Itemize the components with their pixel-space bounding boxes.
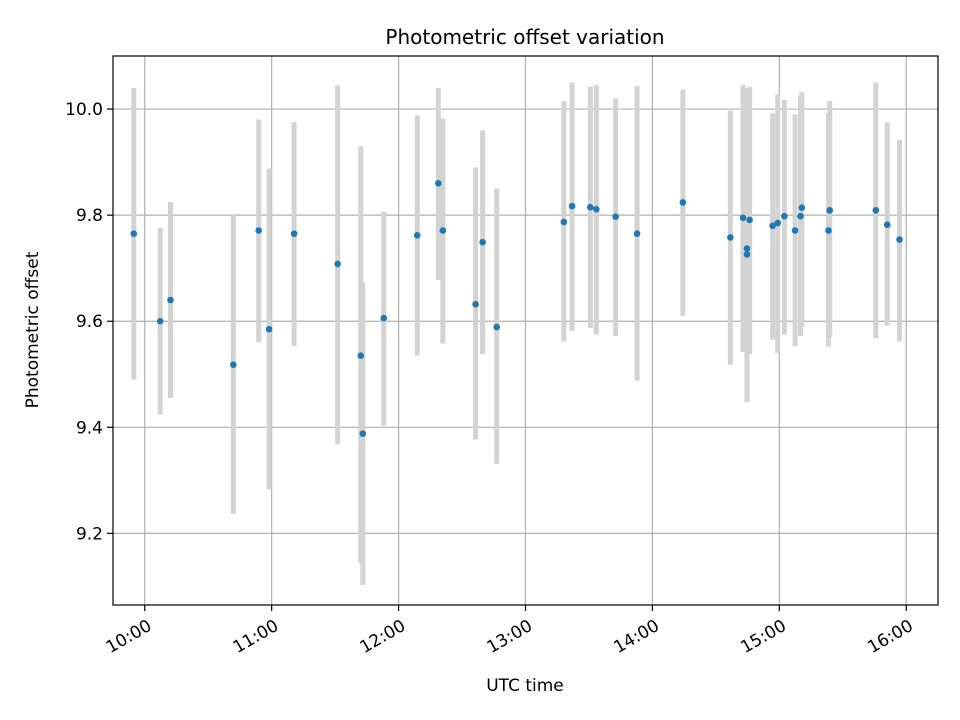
x-tick-label: 12:00	[357, 616, 409, 658]
x-tick-label: 11:00	[230, 616, 282, 658]
data-point	[380, 314, 388, 322]
x-tick-label: 16:00	[864, 616, 916, 658]
data-point	[290, 230, 298, 237]
data-point	[739, 214, 747, 222]
data-point	[439, 227, 447, 234]
error-bars	[131, 82, 903, 585]
data-point	[896, 236, 903, 243]
data-point	[774, 219, 781, 227]
data-point	[334, 260, 341, 268]
data-point	[769, 222, 776, 230]
data-point	[568, 202, 576, 210]
y-tick-label: 9.8	[76, 206, 103, 226]
data-point	[727, 234, 734, 241]
y-tick-label: 10.0	[65, 100, 103, 120]
y-tick-label: 9.6	[76, 312, 103, 332]
data-point	[560, 218, 568, 226]
x-tick-label: 13:00	[484, 616, 536, 658]
data-point	[612, 213, 619, 221]
data-point	[593, 205, 600, 213]
x-tick-label: 14:00	[610, 616, 662, 658]
data-point	[230, 361, 237, 369]
data-point	[255, 227, 263, 234]
data-point	[798, 204, 806, 212]
chart-title: Photometric offset variation	[385, 25, 664, 49]
data-point	[479, 238, 486, 246]
data-point	[872, 207, 880, 214]
data-point	[743, 251, 751, 258]
data-point	[472, 300, 479, 308]
grid	[113, 56, 938, 605]
data-point	[357, 352, 365, 359]
data-point	[791, 227, 799, 234]
y-axis-label: Photometric offset	[23, 251, 43, 408]
data-point	[156, 317, 164, 325]
data-point	[435, 180, 442, 187]
data-point	[679, 199, 687, 206]
y-tick-label: 9.2	[76, 524, 103, 544]
data-point	[130, 230, 138, 237]
data-point	[825, 227, 832, 234]
x-axis-ticks: 10:00 11:00 12:00 13:00 14:00 15:00 16:00	[103, 605, 917, 658]
data-point	[265, 325, 273, 333]
data-point	[826, 207, 834, 214]
data-point	[746, 216, 753, 224]
y-tick-label: 9.4	[76, 418, 103, 438]
data-points	[130, 180, 903, 437]
data-point	[167, 296, 174, 304]
x-tick-label: 10:00	[103, 616, 155, 658]
data-point	[781, 212, 788, 220]
data-point	[797, 212, 804, 220]
data-point	[587, 203, 594, 211]
data-point	[413, 231, 421, 239]
x-tick-label: 15:00	[737, 616, 789, 658]
data-point	[633, 230, 641, 237]
data-point	[359, 430, 367, 437]
y-axis-ticks: 9.2 9.4 9.6 9.8 10.0	[65, 100, 113, 544]
x-axis-label: UTC time	[486, 676, 564, 696]
data-point	[883, 221, 891, 228]
data-point	[743, 245, 751, 252]
data-point	[493, 323, 500, 331]
